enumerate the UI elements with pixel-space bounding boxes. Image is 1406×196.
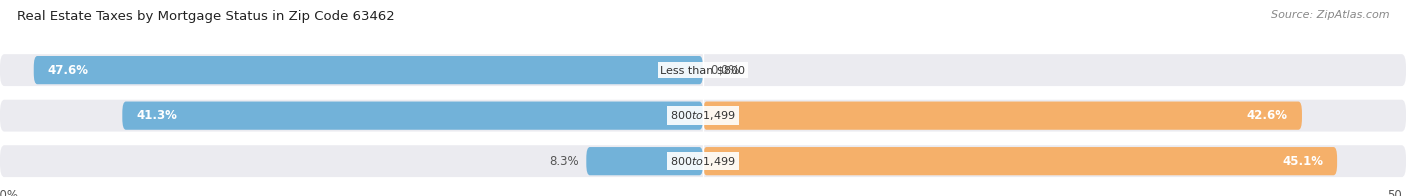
Text: $800 to $1,499: $800 to $1,499: [671, 109, 735, 122]
Text: Less than $800: Less than $800: [661, 65, 745, 75]
FancyBboxPatch shape: [34, 56, 703, 84]
Text: $800 to $1,499: $800 to $1,499: [671, 155, 735, 168]
FancyBboxPatch shape: [0, 54, 1406, 86]
FancyBboxPatch shape: [703, 147, 1337, 175]
Text: 8.3%: 8.3%: [550, 155, 579, 168]
Text: 47.6%: 47.6%: [48, 64, 89, 77]
FancyBboxPatch shape: [0, 100, 1406, 132]
Text: 0.0%: 0.0%: [710, 64, 740, 77]
Text: Real Estate Taxes by Mortgage Status in Zip Code 63462: Real Estate Taxes by Mortgage Status in …: [17, 10, 395, 23]
FancyBboxPatch shape: [0, 145, 1406, 177]
Text: 45.1%: 45.1%: [1282, 155, 1323, 168]
Text: 41.3%: 41.3%: [136, 109, 177, 122]
FancyBboxPatch shape: [586, 147, 703, 175]
FancyBboxPatch shape: [122, 102, 703, 130]
Text: Source: ZipAtlas.com: Source: ZipAtlas.com: [1271, 10, 1389, 20]
FancyBboxPatch shape: [703, 102, 1302, 130]
Text: 42.6%: 42.6%: [1247, 109, 1288, 122]
